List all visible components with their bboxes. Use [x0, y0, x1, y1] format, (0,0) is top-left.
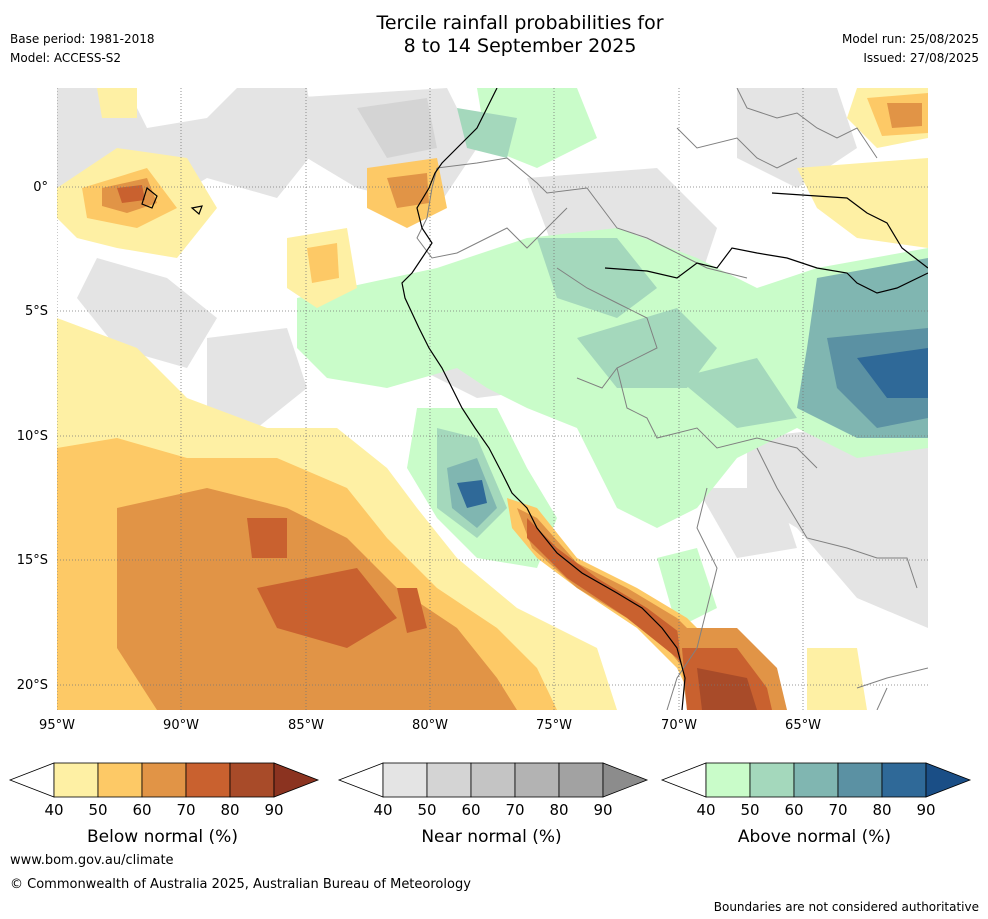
- above-tick-80: 80: [872, 801, 892, 819]
- below-normal-caption: Below normal (%): [87, 827, 238, 847]
- near-colorbar-segment: [514, 762, 560, 798]
- below-normal-regions: [57, 88, 928, 710]
- lon-label-65w: 65°W: [785, 718, 821, 733]
- above-normal-colorbar: [660, 762, 972, 798]
- above-normal-caption: Above normal (%): [737, 827, 892, 847]
- near-tick-50: 50: [417, 801, 437, 819]
- country-borders: [416, 88, 928, 710]
- below-colorbar-segment: [97, 762, 143, 798]
- below-colorbar-segment: [185, 762, 231, 798]
- above-colorbar-high-arrow: [925, 762, 972, 798]
- above-tick-70: 70: [828, 801, 848, 819]
- below-colorbar-segment: [53, 762, 99, 798]
- below-colorbar-segment: [229, 762, 275, 798]
- near-normal-caption: Near normal (%): [421, 827, 562, 847]
- above-colorbar-segment: [837, 762, 883, 798]
- lon-label-80w: 80°W: [412, 718, 448, 733]
- near-tick-60: 60: [461, 801, 481, 819]
- coastline: [141, 88, 928, 710]
- title-line-1: Tercile rainfall probabilities for: [376, 12, 664, 34]
- near-tick-80: 80: [549, 801, 569, 819]
- below-tick-60: 60: [132, 801, 152, 819]
- disclaimer-text: Boundaries are not considered authoritat…: [713, 900, 979, 914]
- lat-label-20s: 20°S: [16, 678, 48, 693]
- above-colorbar-segment: [705, 762, 751, 798]
- below-colorbar-segment: [141, 762, 187, 798]
- lon-label-75w: 75°W: [536, 718, 572, 733]
- below-tick-80: 80: [220, 801, 240, 819]
- base-period-text: Base period: 1981-2018: [10, 32, 155, 46]
- lat-label-10s: 10°S: [16, 429, 48, 444]
- above-tick-50: 50: [740, 801, 760, 819]
- near-colorbar-high-arrow: [602, 762, 649, 798]
- lon-label-95w: 95°W: [39, 718, 75, 733]
- title-line-2: 8 to 14 September 2025: [403, 35, 637, 57]
- issued-text: Issued: 27/08/2025: [863, 51, 979, 65]
- near-normal-colorbar: [337, 762, 649, 798]
- graticule: [57, 88, 928, 710]
- above-colorbar-low-arrow: [660, 762, 707, 798]
- near-tick-90: 90: [593, 801, 613, 819]
- above-tick-60: 60: [784, 801, 804, 819]
- colorbars: [8, 762, 972, 798]
- above-tick-90: 90: [916, 801, 936, 819]
- probability-map: [57, 88, 928, 710]
- below-tick-90: 90: [264, 801, 284, 819]
- below-tick-70: 70: [176, 801, 196, 819]
- below-tick-40: 40: [44, 801, 64, 819]
- near-colorbar-low-arrow: [337, 762, 384, 798]
- above-tick-40: 40: [696, 801, 716, 819]
- map-canvas: [57, 88, 928, 710]
- above-colorbar-segment: [881, 762, 927, 798]
- near-colorbar-segment: [558, 762, 604, 798]
- lat-label-15s: 15°S: [16, 553, 48, 568]
- lon-label-90w: 90°W: [163, 718, 199, 733]
- lat-label-0: 0°: [33, 180, 48, 195]
- near-colorbar-segment: [382, 762, 428, 798]
- near-colorbar-segment: [426, 762, 472, 798]
- below-tick-50: 50: [88, 801, 108, 819]
- model-run-text: Model run: 25/08/2025: [841, 32, 979, 46]
- lat-label-5s: 5°S: [24, 304, 48, 319]
- lon-label-70w: 70°W: [661, 718, 697, 733]
- below-normal-colorbar: [8, 762, 320, 798]
- near-tick-40: 40: [373, 801, 393, 819]
- near-colorbar-segment: [470, 762, 516, 798]
- map-title: Tercile rainfall probabilities for 8 to …: [0, 12, 988, 58]
- above-colorbar-segment: [793, 762, 839, 798]
- copyright-text: © Commonwealth of Australia 2025, Austra…: [10, 877, 471, 892]
- below-colorbar-high-arrow: [273, 762, 320, 798]
- lon-label-85w: 85°W: [288, 718, 324, 733]
- website-text: www.bom.gov.au/climate: [10, 853, 174, 868]
- below-colorbar-low-arrow: [8, 762, 55, 798]
- above-normal-regions: [297, 88, 928, 628]
- near-tick-70: 70: [505, 801, 525, 819]
- model-text: Model: ACCESS-S2: [10, 51, 122, 65]
- above-colorbar-segment: [749, 762, 795, 798]
